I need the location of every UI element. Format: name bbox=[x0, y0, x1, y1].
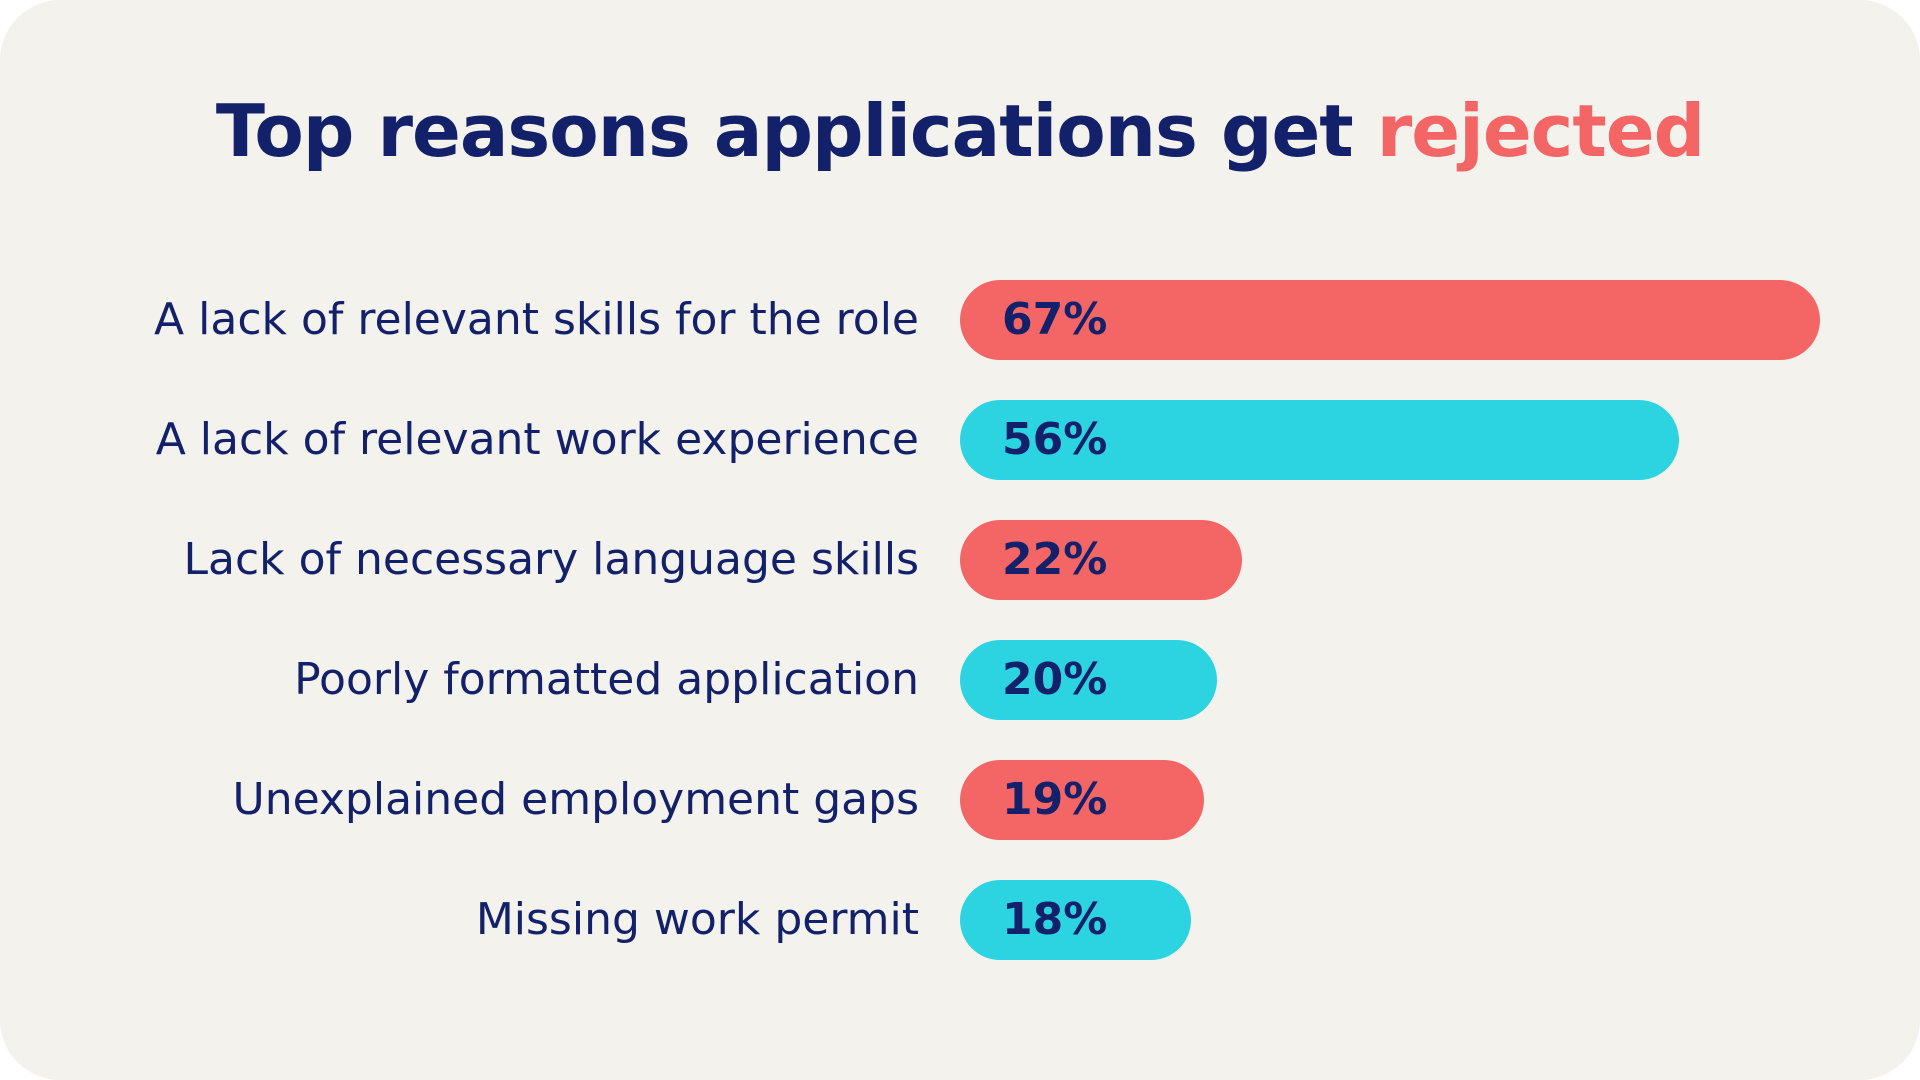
bar-category-label: Lack of necessary language skills bbox=[183, 534, 919, 585]
bar-category-label: Poorly formatted application bbox=[294, 654, 919, 705]
chart-title: Top reasons applications get rejected bbox=[0, 86, 1920, 176]
bar-value-label: 56% bbox=[1002, 414, 1108, 465]
bar-category-label: Unexplained employment gaps bbox=[232, 774, 920, 825]
bar bbox=[960, 400, 1679, 480]
bar bbox=[960, 760, 1204, 840]
bar-value-label: 67% bbox=[1002, 294, 1108, 345]
bar bbox=[960, 640, 1217, 720]
bar-value-label: 19% bbox=[1002, 774, 1108, 825]
bar bbox=[960, 520, 1243, 600]
bar-category-label: A lack of relevant work experience bbox=[155, 414, 919, 465]
chart-title-highlight: rejected bbox=[1376, 89, 1705, 173]
bar-value-label: 18% bbox=[1002, 894, 1108, 945]
bar-value-label: 20% bbox=[1002, 654, 1108, 705]
bar-value-label: 22% bbox=[1002, 534, 1108, 585]
bar bbox=[960, 280, 1820, 360]
bar-category-label: A lack of relevant skills for the role bbox=[154, 294, 919, 345]
bar bbox=[960, 880, 1192, 960]
bar-category-label: Missing work permit bbox=[475, 894, 919, 945]
chart-title-prefix: Top reasons applications get bbox=[215, 89, 1377, 173]
